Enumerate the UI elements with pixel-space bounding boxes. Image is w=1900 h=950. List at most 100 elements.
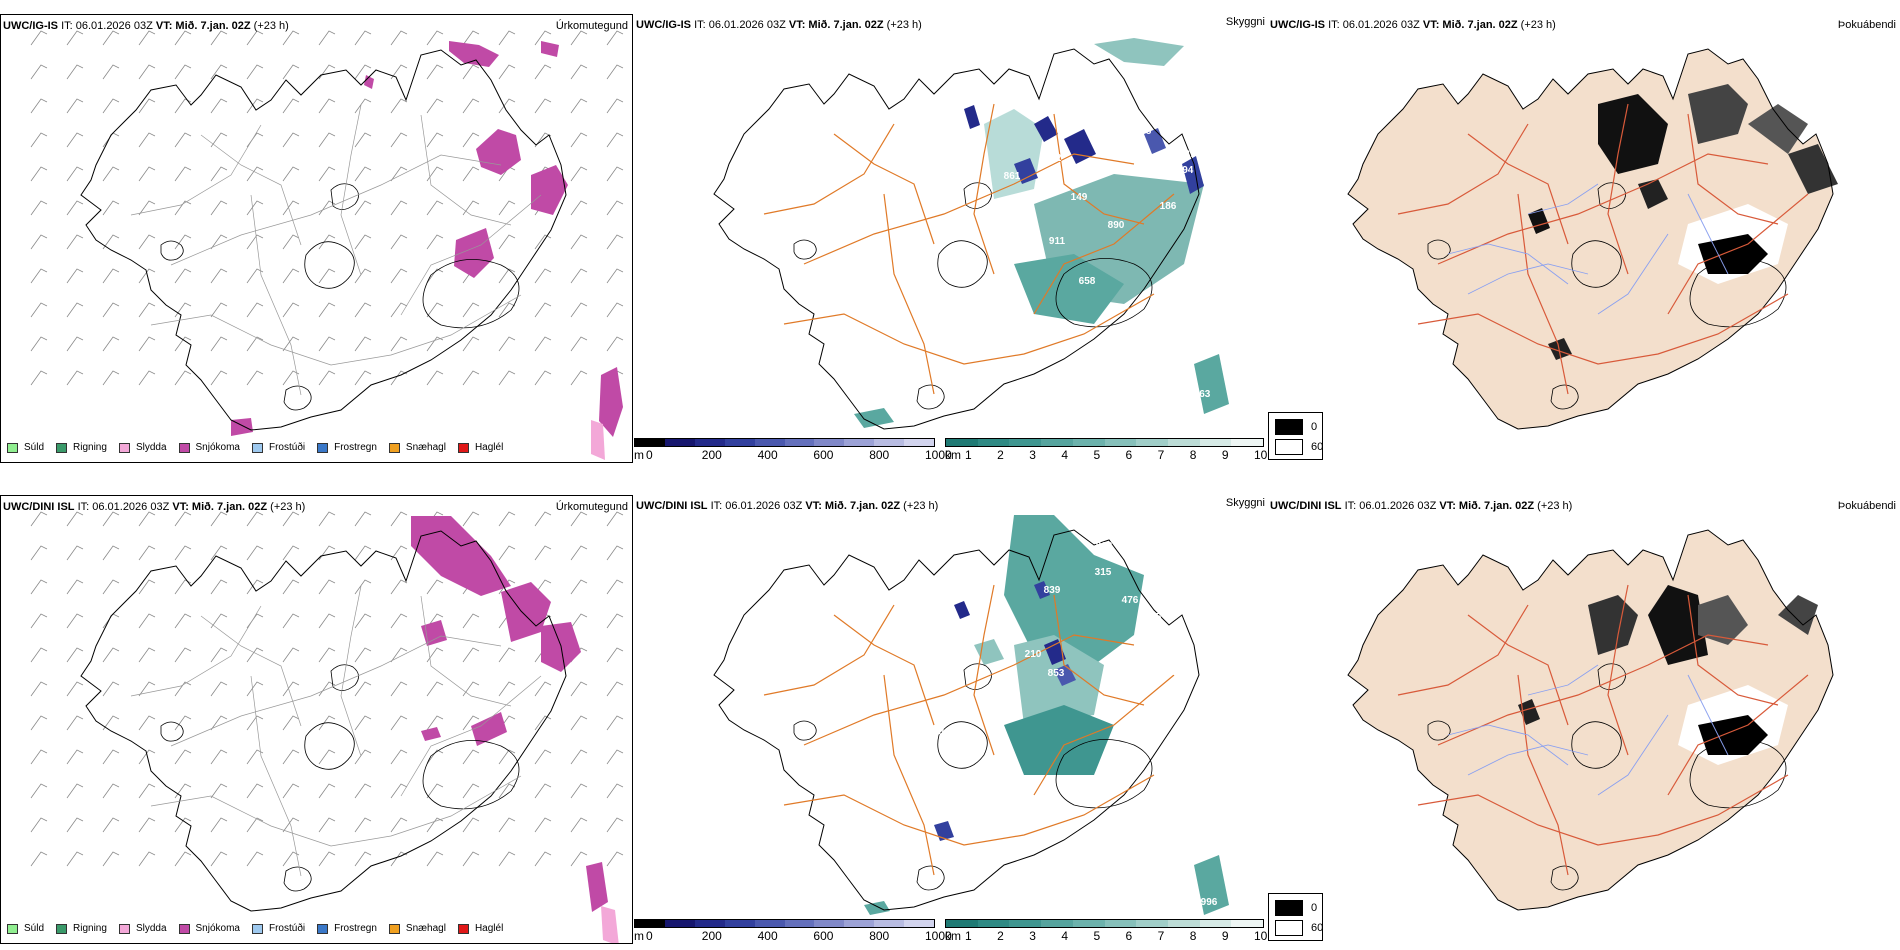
visibility-value-label: 315 (1095, 567, 1112, 578)
road (1397, 604, 1529, 696)
colorbar-strip (945, 438, 1264, 447)
wind-barb (318, 511, 336, 527)
height-colorbar-1: m 0 200 400 600 800 1000 (634, 438, 952, 463)
legend-swatch (251, 442, 263, 453)
colorbar-tick-label: 1 (965, 929, 972, 943)
colorbar-tick-label: 5 (1093, 448, 1101, 462)
precip-type-map-1 (30, 30, 624, 460)
wind-barb (606, 715, 624, 731)
visibility-value-label: 996 (1187, 24, 1204, 35)
road (1517, 674, 1569, 876)
wind-barb (426, 166, 444, 182)
wind-barb (246, 749, 264, 765)
wind-barb (174, 268, 192, 284)
wind-barb (102, 579, 120, 595)
visibility-value-label: 198 (1135, 126, 1152, 137)
visibility-value-label: 607 (1075, 795, 1092, 806)
legend-label: Haglél (474, 923, 504, 934)
wind-barb (246, 98, 264, 114)
colorbar-tick-label: 200 (701, 929, 722, 943)
wind-barb (606, 749, 624, 765)
wind-barb (498, 749, 516, 765)
wind-barb (66, 749, 84, 765)
wind-barb (174, 511, 192, 527)
visibility-value-label: 149 (1071, 192, 1088, 203)
wind-barb (102, 681, 120, 697)
wind-barb (354, 545, 372, 561)
wind-barb (30, 851, 48, 867)
legend-label: Frostregn (334, 442, 377, 453)
wind-barb (498, 234, 516, 250)
precip-legend-1: Súld Rigning Slydda Snjókoma Frostúði Frostre… (7, 442, 515, 453)
colorbar-unit: km (945, 929, 961, 943)
wind-barb (30, 336, 48, 352)
wind-barb (462, 98, 480, 114)
wind-barb (462, 613, 480, 629)
wind-barb (390, 166, 408, 182)
legend-label: Rigning (73, 442, 107, 453)
glacier-outline (1550, 384, 1579, 410)
wind-barb (174, 132, 192, 148)
wind-barb (570, 511, 588, 527)
colorbar-tick-label: 9 (1221, 929, 1229, 943)
wind-barb (426, 851, 444, 867)
wind-barb (462, 166, 480, 182)
road (1397, 123, 1529, 215)
colorbar-strip (634, 919, 935, 928)
legend-label: Frostregn (334, 923, 377, 934)
wind-barb (246, 268, 264, 284)
colorbar-unit: km (945, 448, 961, 462)
road (170, 635, 502, 747)
wind-barb (570, 64, 588, 80)
wind-barb (30, 166, 48, 182)
wind-barb (462, 817, 480, 833)
colorbar-tick-label: 10 (1254, 929, 1267, 943)
wind-barb (354, 681, 372, 697)
legend-label: Snæhagl (405, 442, 446, 453)
wind-barb (318, 783, 336, 799)
visibility-value-label: 863 (1096, 541, 1113, 552)
glacier-outline (422, 259, 520, 329)
wind-barb (66, 613, 84, 629)
wind-barb (426, 715, 444, 731)
wind-barb (534, 851, 552, 867)
wind-barb (426, 234, 444, 250)
panel-title-2a: UWC/DINI ISL IT: 06.01.2026 03Z VT: Mið.… (3, 501, 306, 513)
wind-barb (210, 817, 228, 833)
colorbar-unit: m (634, 929, 644, 943)
glacier-outline (963, 182, 992, 209)
wind-barb (498, 851, 516, 867)
wind-barb (138, 749, 156, 765)
visibility-areas (854, 38, 1229, 428)
wind-barb (606, 817, 624, 833)
river (1447, 724, 1569, 766)
road (803, 153, 1135, 265)
wind-barb (102, 715, 120, 731)
wind-barb (138, 783, 156, 799)
wind-barb (498, 545, 516, 561)
wind-barb (498, 268, 516, 284)
wind-barb (210, 166, 228, 182)
wind-barb (174, 370, 192, 386)
wind-barb (30, 613, 48, 629)
wind-barb (498, 783, 516, 799)
glacier-outlines (160, 664, 520, 892)
wind-barb (390, 681, 408, 697)
wind-barb (462, 200, 480, 216)
wind-barb (66, 132, 84, 148)
fog-legend-1: 0 60 (1268, 412, 1323, 460)
visibility-colorbar-1: km 1 2 3 4 5 6 7 8 9 10 (945, 438, 1267, 463)
wind-barb (498, 98, 516, 114)
wind-barb (138, 681, 156, 697)
road-network (763, 584, 1175, 876)
glacier-outlines (793, 182, 1153, 410)
legend-label: Slydda (135, 923, 167, 934)
wind-barb (174, 749, 192, 765)
wind-barb (354, 200, 372, 216)
road (973, 584, 995, 756)
wind-barb (210, 234, 228, 250)
wind-barb (354, 715, 372, 731)
wind-barb (66, 817, 84, 833)
colorbar-tick-label: 3 (1029, 929, 1036, 943)
wind-barb (282, 302, 300, 318)
